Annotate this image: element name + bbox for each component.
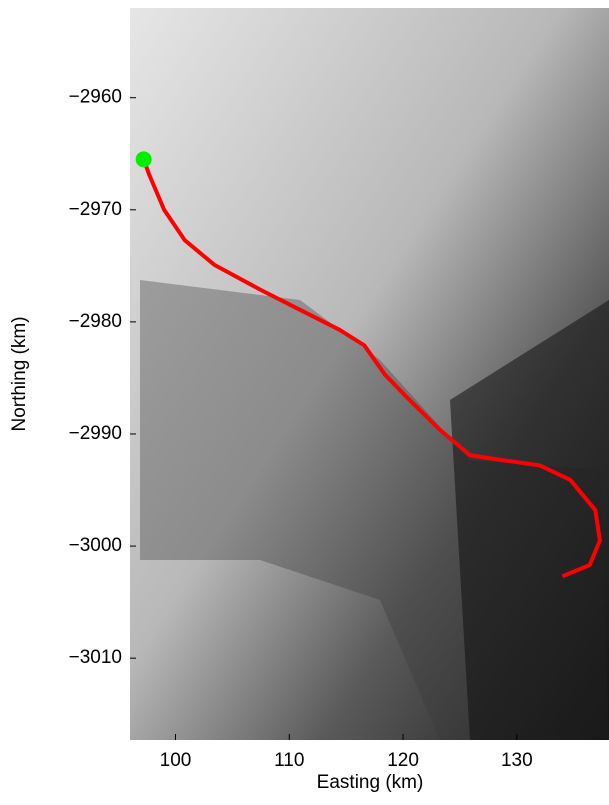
- y-tick-label: −2990: [69, 423, 122, 444]
- fjord-water: [450, 300, 609, 740]
- y-tick-label: −3010: [69, 647, 122, 668]
- x-tick-label: 120: [387, 750, 419, 771]
- y-tick-label: −2980: [69, 311, 122, 332]
- y-tick-label: −3000: [69, 535, 122, 556]
- x-tick-label: 100: [160, 750, 192, 771]
- y-tick-label: −2960: [69, 87, 122, 108]
- x-axis-label: Easting (km): [317, 772, 424, 793]
- track-line: [141, 158, 602, 579]
- x-tick-label: 130: [501, 750, 533, 771]
- y-axis-label: Northing (km): [9, 316, 30, 431]
- x-tick-label: 110: [274, 750, 304, 771]
- start-marker: [135, 151, 152, 168]
- y-tick-label: −2970: [69, 199, 122, 220]
